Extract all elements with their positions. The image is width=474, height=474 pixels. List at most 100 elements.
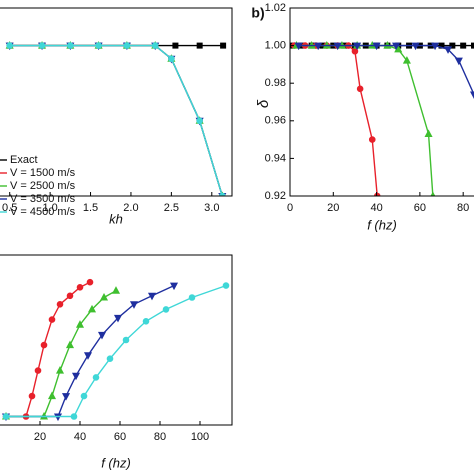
- marker: [368, 136, 376, 143]
- marker: [65, 340, 75, 349]
- panel-label: b): [251, 5, 264, 21]
- x-tick-label: 80: [457, 202, 469, 214]
- marker: [76, 284, 84, 291]
- marker: [314, 42, 323, 51]
- line: [6, 290, 117, 418]
- x-tick-label: 100: [191, 431, 209, 443]
- marker: [129, 301, 139, 309]
- marker: [6, 42, 14, 49]
- marker: [97, 331, 107, 340]
- marker: [469, 91, 474, 100]
- marker: [402, 56, 411, 64]
- legend-label: V = 1500 m/s: [10, 167, 76, 179]
- marker: [48, 316, 56, 323]
- line: [6, 281, 91, 418]
- marker: [353, 42, 362, 51]
- x-tick-label: 40: [370, 202, 382, 214]
- x-tick-label: 80: [154, 431, 166, 443]
- x-tick-label: 2.0: [123, 202, 138, 214]
- marker: [61, 393, 71, 401]
- marker: [392, 42, 401, 51]
- marker: [151, 42, 159, 49]
- marker: [75, 320, 85, 328]
- line: [296, 44, 434, 196]
- y-tick-label: 1.02: [265, 2, 286, 14]
- legend-label: V = 2500 m/s: [10, 180, 76, 192]
- marker: [47, 391, 57, 400]
- x-tick-label: 20: [327, 202, 339, 214]
- marker: [56, 301, 64, 308]
- marker: [188, 294, 196, 301]
- y-tick-label: 0.96: [265, 115, 286, 127]
- marker: [411, 42, 420, 51]
- legend-label: Exact: [10, 154, 38, 166]
- x-tick-label: 1.5: [83, 202, 98, 214]
- marker: [38, 42, 46, 49]
- line: [6, 284, 227, 418]
- marker: [99, 292, 109, 301]
- marker: [431, 42, 440, 51]
- x-tick-label: 20: [34, 431, 46, 443]
- x-axis-label: kh: [109, 211, 123, 226]
- plot-area: [290, 41, 474, 196]
- marker: [92, 374, 100, 381]
- marker: [80, 392, 88, 400]
- y-tick-label: 0.94: [265, 152, 286, 164]
- x-tick-label: 40: [74, 431, 86, 443]
- marker: [356, 85, 364, 93]
- marker: [222, 282, 230, 289]
- marker: [460, 42, 467, 49]
- marker: [168, 55, 175, 63]
- marker: [424, 129, 433, 137]
- marker: [28, 392, 36, 400]
- marker: [86, 278, 94, 286]
- marker: [333, 42, 342, 51]
- x-tick-label: 3.0: [204, 202, 219, 214]
- marker: [196, 42, 203, 49]
- marker: [172, 42, 179, 49]
- marker: [372, 42, 381, 51]
- marker: [196, 117, 203, 125]
- y-tick-label: 1.00: [265, 40, 286, 52]
- x-tick-label: 60: [414, 202, 426, 214]
- marker: [40, 341, 48, 349]
- marker: [122, 336, 130, 344]
- marker: [70, 413, 78, 420]
- y-tick-label: 0.98: [265, 77, 286, 89]
- marker: [67, 42, 74, 49]
- x-tick-label: 2.5: [164, 202, 179, 214]
- y-tick-label: 0.92: [265, 190, 286, 202]
- marker: [449, 42, 456, 49]
- x-axis-label: f (hz): [101, 455, 131, 470]
- marker: [147, 292, 157, 301]
- y-axis-label: δ: [255, 99, 272, 108]
- marker: [71, 372, 81, 381]
- marker: [162, 306, 170, 313]
- frame: [0, 7, 233, 197]
- legend-label: V = 4500 m/s: [10, 206, 76, 218]
- frame: [0, 254, 233, 426]
- marker: [142, 318, 150, 325]
- marker: [220, 42, 227, 49]
- marker: [34, 367, 42, 374]
- line: [6, 284, 175, 418]
- x-tick-label: 0: [287, 202, 293, 214]
- marker: [471, 42, 474, 49]
- x-axis-label: f (hz): [367, 217, 397, 232]
- marker: [55, 366, 65, 374]
- marker: [66, 292, 74, 300]
- x-tick-label: 1.0: [42, 202, 57, 214]
- x-tick-label: 60: [114, 431, 126, 443]
- marker: [454, 57, 463, 66]
- plot-area: [1, 278, 230, 422]
- x-tick-label: 0.5: [2, 202, 17, 214]
- frame: [289, 7, 474, 197]
- marker: [83, 352, 93, 360]
- marker: [123, 42, 131, 49]
- marker: [111, 286, 121, 294]
- marker: [113, 314, 123, 323]
- marker: [106, 355, 114, 363]
- marker: [2, 413, 10, 420]
- marker: [95, 42, 102, 49]
